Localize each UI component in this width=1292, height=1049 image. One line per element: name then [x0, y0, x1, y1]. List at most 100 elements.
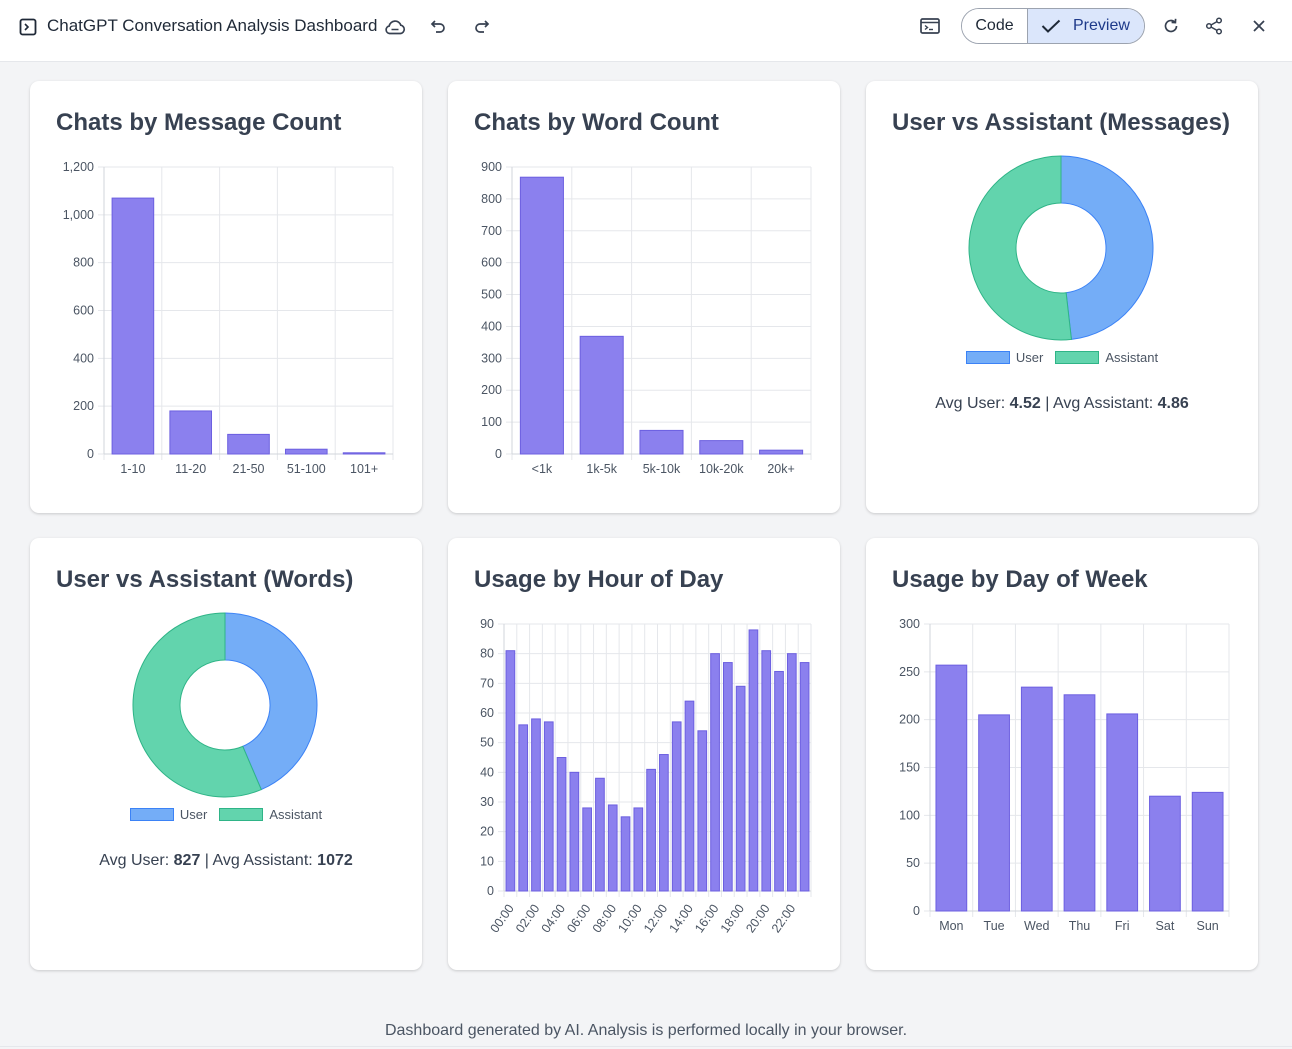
bar [579, 335, 624, 455]
x-tick-label: 21-50 [233, 462, 265, 476]
avg-user-label: Avg User: [935, 395, 1006, 412]
card-hour-of-day: Usage by Hour of Day 0 10 20 30 40 50 60 70 80 90… [448, 538, 840, 970]
y-tick-label: 200 [73, 399, 94, 413]
bar [671, 721, 682, 892]
card-title: User vs Assistant (Messages) [892, 109, 1230, 136]
redo-icon[interactable] [471, 15, 493, 37]
share-icon[interactable] [1203, 15, 1225, 37]
bar [799, 662, 810, 892]
bar [710, 653, 720, 892]
legend-item-assistant[interactable]: Assistant [219, 807, 322, 822]
legend-label: User [179, 807, 208, 822]
bar [684, 700, 695, 892]
close-icon[interactable] [1248, 15, 1270, 37]
chart-legend: User Assistant [30, 807, 422, 822]
bar [978, 714, 1010, 912]
legend-item-user[interactable]: User [965, 350, 1043, 365]
y-tick-label: 10 [480, 854, 494, 868]
ua-messages-donut [968, 155, 1154, 341]
code-button[interactable]: Code [962, 9, 1028, 43]
y-tick-label: 0 [913, 904, 920, 918]
bar [761, 650, 772, 892]
avg-separator: | [204, 852, 209, 869]
y-tick-label: 700 [481, 224, 502, 238]
bar [607, 804, 618, 892]
x-tick-label: 5k-10k [643, 462, 681, 476]
donut-slice-user [1060, 155, 1154, 340]
avg-assistant-label: Avg Assistant: [212, 852, 313, 869]
x-tick-label: Wed [1024, 919, 1050, 933]
cloud-save-icon[interactable] [382, 14, 408, 40]
y-tick-label: 200 [481, 383, 502, 397]
y-tick-label: 200 [899, 713, 920, 727]
y-tick-label: 400 [73, 351, 94, 365]
x-tick-label: 10:00 [615, 902, 644, 936]
bar [748, 629, 759, 892]
bar [531, 718, 541, 892]
check-icon [1041, 19, 1061, 33]
donut-slice-assistant [968, 155, 1073, 341]
bar [595, 777, 605, 892]
legend-swatch [1055, 351, 1100, 364]
y-tick-label: 900 [481, 160, 502, 174]
bar [633, 807, 644, 892]
x-tick-label: 06:00 [564, 902, 593, 936]
bar [1106, 713, 1139, 912]
bar [1020, 686, 1053, 912]
x-tick-label: 00:00 [487, 902, 516, 936]
bar [227, 433, 270, 455]
legend-item-user[interactable]: User [129, 807, 208, 822]
avg-user-label: Avg User: [99, 852, 170, 869]
x-tick-label: 08:00 [590, 902, 619, 936]
x-tick-label: 10k-20k [699, 462, 744, 476]
legend-swatch [219, 808, 264, 821]
x-tick-label: 18:00 [718, 902, 747, 936]
x-tick-label: 22:00 [769, 902, 798, 936]
bar [786, 653, 797, 892]
y-tick-label: 70 [480, 676, 494, 690]
preview-label: Preview [1073, 17, 1130, 34]
x-tick-label: Mon [939, 919, 963, 933]
top-bar: ChatGPT Conversation Analysis Dashboard … [0, 0, 1292, 62]
y-tick-label: 60 [480, 706, 494, 720]
donut-slice-user [224, 612, 318, 791]
terminal-icon[interactable] [918, 15, 942, 37]
card-title: Chats by Message Count [56, 109, 342, 136]
y-tick-label: 100 [481, 415, 502, 429]
code-preview-toggle: Code Preview [961, 8, 1145, 44]
message-count-chart: 0 200 400 600 800 1,000 1,200 1-10 11-20 21-50 51-… [63, 160, 394, 476]
averages-line: Avg User: 4.52 | Avg Assistant: 4.86 [866, 395, 1258, 413]
y-tick-label: 0 [495, 447, 502, 461]
card-title: User vs Assistant (Words) [56, 566, 354, 593]
bar [518, 724, 529, 892]
y-tick-label: 40 [480, 765, 494, 779]
undo-icon[interactable] [427, 15, 449, 37]
bar [697, 730, 708, 892]
averages-line: Avg User: 827 | Avg Assistant: 1072 [30, 852, 422, 870]
bar [569, 771, 580, 892]
panel-icon[interactable] [17, 16, 39, 38]
y-tick-label: 500 [481, 288, 502, 302]
x-tick-label: Sat [1156, 919, 1175, 933]
bar [169, 410, 213, 455]
x-tick-label: 04:00 [539, 902, 568, 936]
y-tick-label: 50 [480, 736, 494, 750]
y-tick-label: 300 [899, 617, 920, 631]
y-tick-label: 80 [480, 647, 494, 661]
bar [646, 768, 656, 892]
x-tick-label: 14:00 [667, 902, 696, 936]
bar [1063, 694, 1096, 912]
x-tick-label: 101+ [350, 462, 378, 476]
x-tick-label: 20k+ [767, 462, 794, 476]
bar [699, 440, 744, 455]
word-count-chart: 0 100 200 300 400 500 600 700 800 900 <1k 1k-5k 5k-1… [481, 160, 812, 476]
y-tick-label: 800 [73, 256, 94, 270]
preview-button[interactable]: Preview [1028, 9, 1144, 43]
donut-slice-assistant [132, 612, 262, 798]
legend-item-assistant[interactable]: Assistant [1055, 350, 1158, 365]
refresh-icon[interactable] [1160, 15, 1182, 37]
y-tick-label: 300 [481, 351, 502, 365]
x-tick-label: 1-10 [120, 462, 145, 476]
y-tick-label: 90 [480, 617, 494, 631]
avg-user-value: 827 [173, 852, 201, 869]
